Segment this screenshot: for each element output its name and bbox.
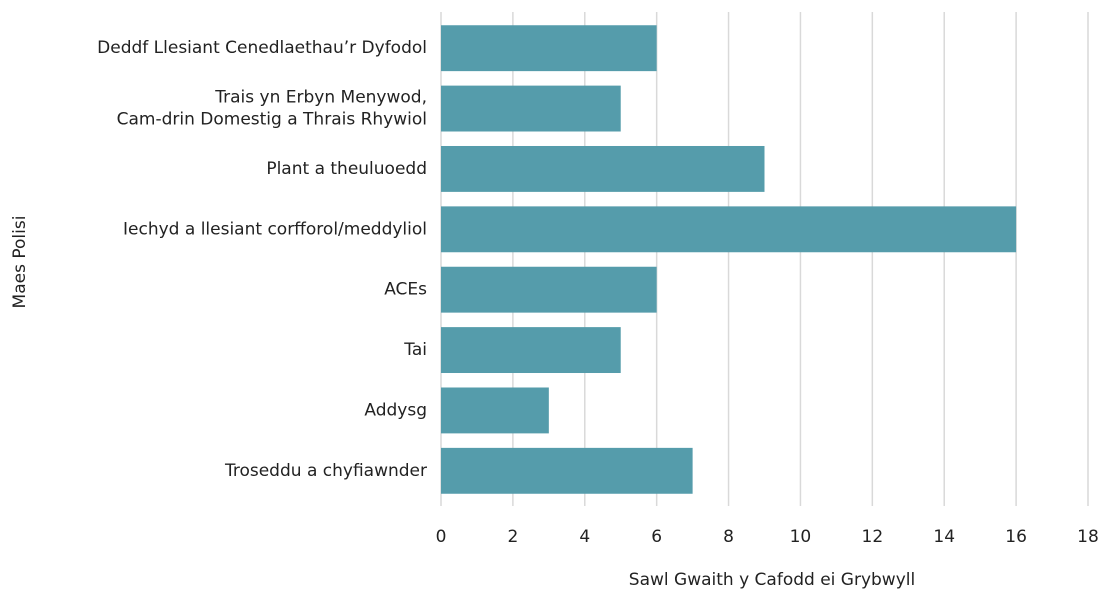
y-tick-label: Addysg	[364, 400, 427, 420]
y-tick-label: Troseddu a chyfiawnder	[224, 461, 427, 481]
bar	[441, 25, 657, 72]
bar	[441, 387, 549, 434]
bar	[441, 85, 621, 132]
x-tick-label: 18	[1077, 527, 1099, 547]
x-tick-label: 8	[723, 527, 734, 547]
x-tick-label: 0	[436, 527, 447, 547]
y-tick-label: Iechyd a llesiant corfforol/meddyliol	[123, 219, 427, 239]
y-tick-label: Plant a theuluoedd	[266, 159, 427, 179]
y-axis-title: Maes Polisi	[10, 216, 30, 309]
x-tick-label: 12	[862, 527, 884, 547]
bar	[441, 266, 657, 313]
x-tick-label: 14	[933, 527, 955, 547]
y-tick-label: ACEs	[384, 280, 427, 300]
x-tick-label: 10	[790, 527, 812, 547]
bar	[441, 206, 1017, 253]
x-tick-label: 2	[507, 527, 518, 547]
x-axis-title: Sawl Gwaith y Cafodd ei Grybwyll	[629, 570, 915, 590]
y-tick-label: Tai	[403, 340, 427, 360]
bar	[441, 327, 621, 374]
bar	[441, 145, 765, 192]
bar	[441, 447, 693, 494]
x-tick-label: 16	[1005, 527, 1027, 547]
y-tick-label: Deddf Llesiant Cenedlaethau’r Dyfodol	[97, 38, 427, 58]
x-tick-label: 6	[651, 527, 662, 547]
x-tick-label: 4	[579, 527, 590, 547]
y-tick-label: Trais yn Erbyn Menywod, Cam-drin Domestig…	[117, 88, 427, 130]
